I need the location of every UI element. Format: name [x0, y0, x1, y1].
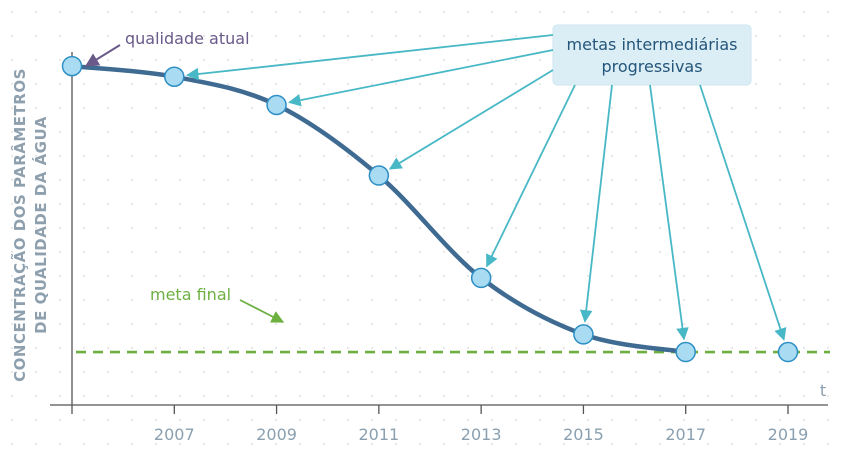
- current-quality-label: qualidade atual: [125, 29, 250, 48]
- x-tick-label: 2009: [256, 425, 297, 444]
- callout-arrow: [185, 34, 554, 81]
- data-point: [573, 324, 594, 345]
- x-tick-label: 2011: [358, 425, 399, 444]
- target-arrow: [239, 299, 285, 323]
- x-tick-label: 2013: [461, 425, 502, 444]
- x-tick-label: 2015: [563, 425, 604, 444]
- series-markers: [61, 55, 799, 363]
- callout-arrow: [388, 69, 554, 170]
- x-tick-label: 2017: [665, 425, 706, 444]
- callout-text-line-2: progressivas: [601, 57, 702, 76]
- data-point: [675, 341, 696, 363]
- target-label: meta final: [150, 285, 231, 304]
- callout-box: metas intermediárias progressivas: [552, 24, 752, 86]
- x-axis-label: t: [820, 381, 826, 400]
- y-axis-label-line-2: DE QUALIDADE DA ÁGUA: [31, 116, 50, 334]
- callout-arrow: [579, 84, 613, 323]
- data-point: [61, 55, 83, 77]
- y-axis-label-line-1: CONCENTRAÇÃO DOS PARÂMETROS: [10, 68, 29, 382]
- callout-arrows: [185, 34, 787, 341]
- data-point: [368, 165, 390, 186]
- current-quality-arrow: [84, 44, 121, 67]
- data-point: [164, 66, 185, 87]
- x-tick-label: 2019: [768, 425, 809, 444]
- callout-arrow: [649, 84, 689, 341]
- data-point: [470, 267, 492, 289]
- callout-arrow: [486, 84, 576, 268]
- x-tick-label: 2007: [154, 425, 195, 444]
- data-point: [266, 94, 287, 116]
- callout-text-line-1: metas intermediárias: [567, 35, 738, 54]
- callout-arrow: [699, 84, 787, 341]
- x-axis-ticks: 2007 2009 2011 2013 2015 2017 2019: [71, 405, 809, 444]
- data-point: [777, 341, 799, 363]
- callout-arrow: [288, 49, 554, 107]
